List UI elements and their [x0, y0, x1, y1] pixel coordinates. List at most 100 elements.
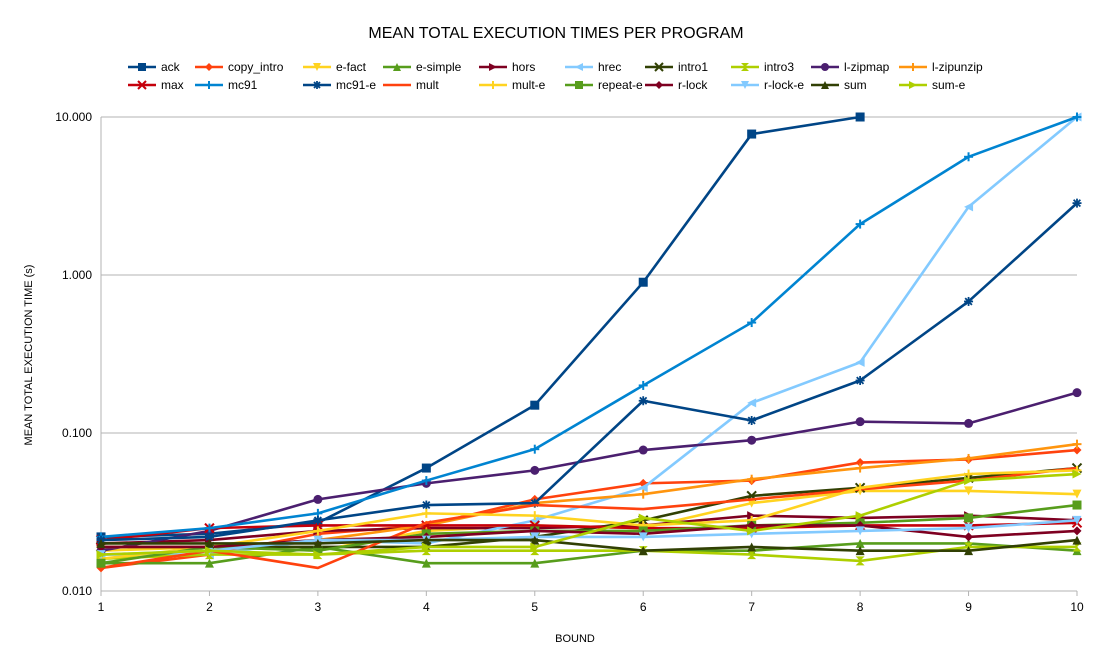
series-line: [100, 466, 1078, 570]
series-line: [100, 115, 1078, 539]
data-point: [964, 532, 974, 542]
data-point: [530, 511, 540, 521]
legend-item-intro1: intro1: [645, 60, 708, 74]
data-point: [855, 219, 865, 229]
legend-marker: [821, 81, 829, 89]
legend-item-mult-e: mult-e: [479, 78, 546, 92]
x-tick-label: 6: [640, 600, 647, 614]
series-line: [100, 503, 1078, 565]
data-point: [964, 202, 974, 212]
data-point: [855, 511, 865, 521]
series-line: [100, 521, 1078, 542]
data-point: [855, 458, 865, 468]
legend-label: hrec: [598, 60, 621, 74]
legend-marker: [205, 81, 213, 89]
legend-item-r-lock: r-lock: [645, 78, 708, 92]
data-point: [1072, 535, 1082, 545]
legend-label: repeat-e: [598, 78, 643, 92]
series-line: [100, 545, 1077, 563]
legend-marker: [741, 63, 749, 71]
data-point: [964, 546, 974, 556]
legend-item-mc91-e: mc91-e: [303, 78, 376, 92]
data-point: [204, 546, 214, 556]
legend-marker: [138, 63, 146, 71]
data-point: [855, 483, 865, 493]
data-point: [964, 513, 974, 523]
legend-marker: [821, 63, 829, 71]
x-tick-label: 8: [857, 600, 864, 614]
data-point: [421, 463, 431, 473]
data-point: [1072, 489, 1082, 499]
data-point: [964, 469, 974, 479]
data-point: [855, 112, 865, 122]
legend-label: max: [161, 78, 184, 92]
legend-label: intro3: [764, 60, 794, 74]
data-point: [313, 494, 323, 504]
data-point: [530, 535, 540, 545]
legend-marker: [489, 63, 497, 71]
legend-marker: [205, 63, 213, 71]
x-tick-labels: 1 2 3 4 5 6 7 8 9 10: [98, 600, 1084, 614]
series-mc91-e: [96, 198, 1082, 545]
data-point: [747, 526, 757, 536]
legend-label: r-lock-e: [764, 78, 804, 92]
data-point: [964, 152, 974, 162]
x-tick-label: 2: [206, 600, 213, 614]
legend-marker: [489, 81, 497, 89]
data-point: [638, 513, 648, 523]
data-point: [1072, 112, 1082, 122]
legend-marker: [575, 63, 583, 71]
data-point: [421, 542, 431, 552]
legend-label: hors: [512, 60, 535, 74]
data-point: [204, 538, 214, 548]
series-line: [100, 115, 861, 539]
series-mult-e: [96, 465, 1082, 564]
legend-item-l-zipmap: l-zipmap: [811, 60, 890, 74]
series-line: [100, 202, 1078, 542]
data-point: [421, 476, 431, 486]
legend-label: sum-e: [932, 78, 966, 92]
x-tick-label: 3: [315, 600, 322, 614]
series-l-zipunzip: [96, 439, 1082, 552]
legend-marker: [741, 81, 749, 89]
legend-item-e-simple: e-simple: [383, 60, 462, 74]
legend-item-sum: sum: [811, 78, 867, 92]
series-line: [100, 519, 1078, 556]
data-point: [747, 542, 757, 552]
data-point: [638, 489, 648, 499]
x-tick-label: 9: [965, 600, 972, 614]
data-point: [747, 511, 757, 521]
legend: ack copy_intro e-fact e-simple hors hrec intro…: [128, 60, 983, 92]
data-point: [855, 375, 865, 385]
data-point: [964, 476, 974, 486]
data-point: [530, 558, 540, 568]
data-point: [96, 538, 106, 548]
series-line: [100, 391, 1078, 552]
data-point: [421, 508, 431, 518]
data-point: [313, 538, 323, 548]
data-point: [638, 277, 648, 287]
x-axis-label: BOUND: [555, 633, 595, 645]
data-point: [638, 380, 648, 390]
data-point: [530, 465, 540, 475]
legend-item-mc91: mc91: [195, 78, 258, 92]
x-tick-label: 5: [531, 600, 538, 614]
series-line: [100, 469, 1078, 561]
data-point: [313, 526, 323, 536]
data-point: [1072, 526, 1082, 536]
legend-label: sum: [844, 78, 867, 92]
data-point: [1072, 445, 1082, 455]
series-mult: [100, 466, 1078, 570]
legend-label: mult-e: [512, 78, 546, 92]
chart-title: MEAN TOTAL EXECUTION TIMES PER PROGRAM: [368, 25, 743, 42]
y-tick-label: 0.100: [62, 426, 92, 440]
legend-item-sum-e: sum-e: [899, 78, 966, 92]
legend-marker: [313, 63, 321, 71]
data-point: [747, 435, 757, 445]
legend-label: mc91-e: [336, 78, 376, 92]
legend-item-repeat-e: repeat-e: [565, 78, 643, 92]
legend-marker: [313, 81, 321, 89]
data-point: [964, 418, 974, 428]
legend-marker: [655, 81, 663, 89]
